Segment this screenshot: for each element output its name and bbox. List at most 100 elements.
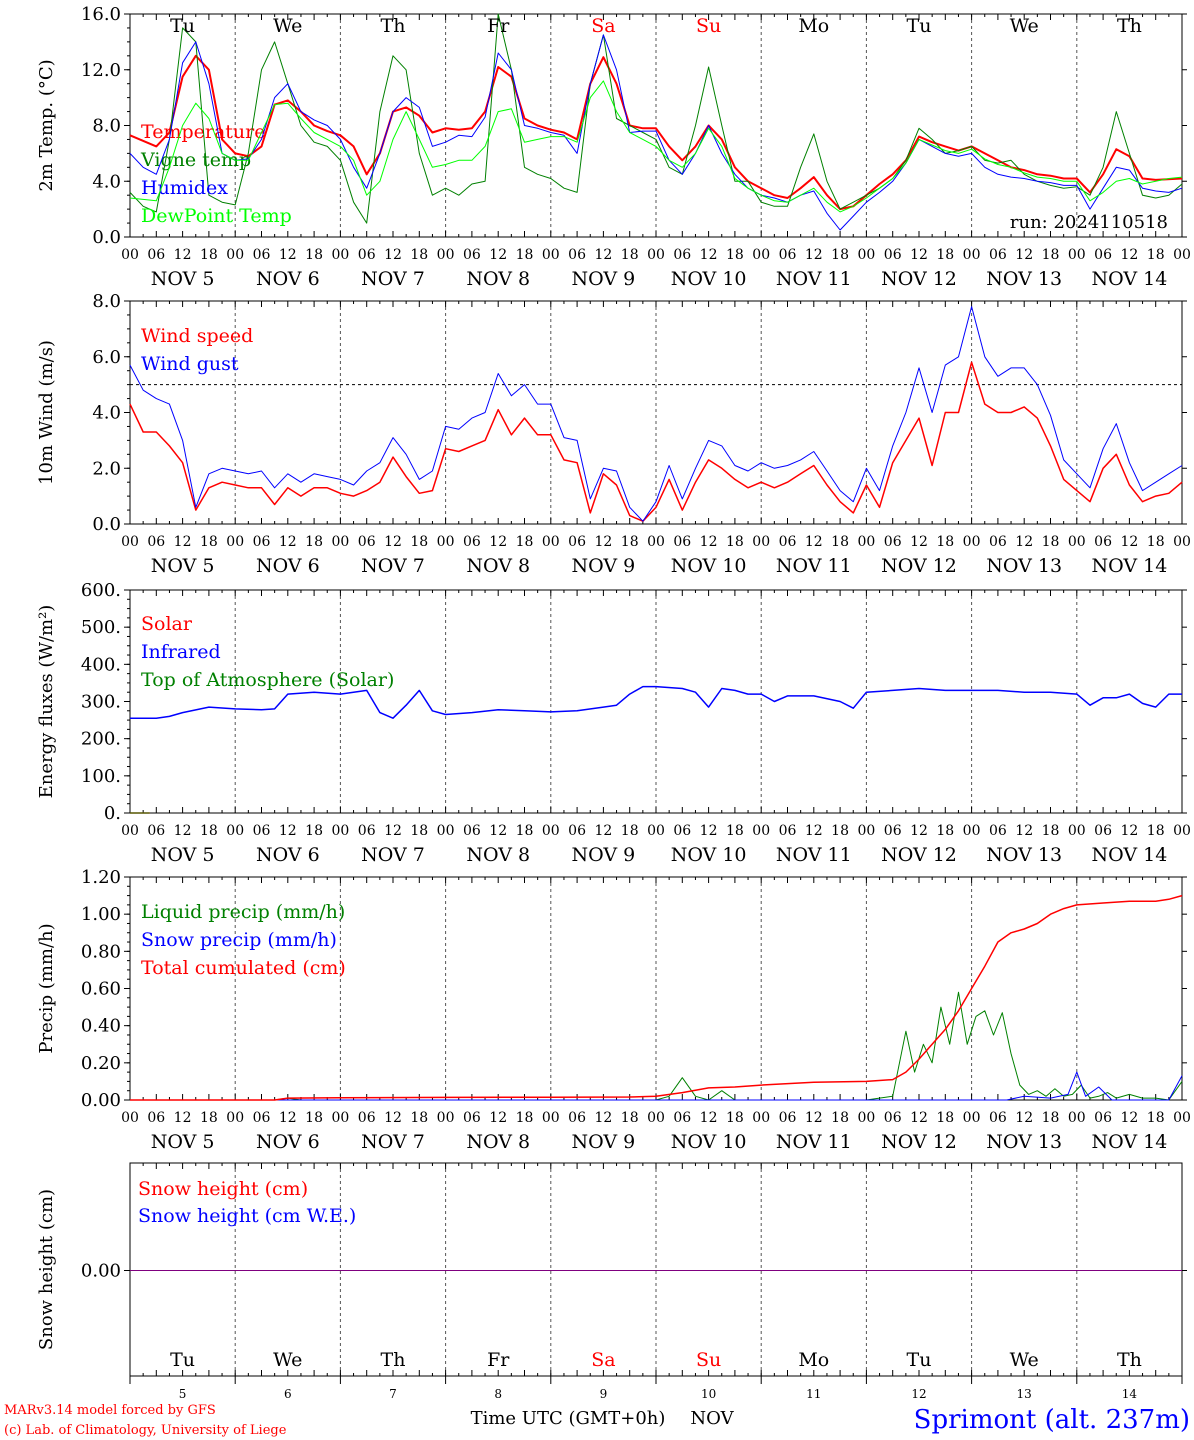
hour-label: 18 bbox=[516, 247, 534, 263]
hour-label: 12 bbox=[1120, 247, 1138, 263]
series-line bbox=[129, 306, 1183, 522]
day-number-label: 9 bbox=[600, 1387, 608, 1401]
day-of-week-label: Fr bbox=[487, 15, 510, 37]
hour-label: 06 bbox=[1094, 247, 1112, 263]
day-of-week-label: We bbox=[1010, 1349, 1039, 1371]
hour-label: 06 bbox=[568, 823, 586, 839]
hour-label: 06 bbox=[989, 247, 1007, 263]
hour-label: 12 bbox=[279, 823, 297, 839]
date-label: NOV 11 bbox=[776, 268, 852, 290]
date-label: NOV 8 bbox=[466, 1131, 530, 1153]
hour-label: 00 bbox=[752, 823, 770, 839]
hour-label: 18 bbox=[1147, 247, 1165, 263]
hour-label: 12 bbox=[700, 1110, 718, 1126]
date-label: NOV 9 bbox=[572, 268, 636, 290]
hour-label: 06 bbox=[147, 823, 165, 839]
hour-label: 06 bbox=[1094, 1110, 1112, 1126]
legend-entry: Total cumulated (cm) bbox=[141, 957, 346, 979]
hour-label: 06 bbox=[989, 534, 1007, 550]
date-label: NOV 6 bbox=[256, 268, 320, 290]
hour-label: 18 bbox=[726, 1110, 744, 1126]
hour-label: 12 bbox=[384, 1110, 402, 1126]
hour-label: 18 bbox=[516, 1110, 534, 1126]
day-number-label: 11 bbox=[806, 1387, 821, 1401]
day-number-label: 7 bbox=[389, 1387, 397, 1401]
day-number-label: 6 bbox=[284, 1387, 292, 1401]
hour-label: 06 bbox=[1094, 823, 1112, 839]
y-tick-label: 400. bbox=[81, 654, 121, 675]
panel-3: 0. 100. 200. 300. 400. 500. 600. Energy fluxes … bbox=[36, 580, 1191, 866]
date-label: NOV 11 bbox=[776, 844, 852, 866]
hour-label: 18 bbox=[936, 1110, 954, 1126]
hour-label: 12 bbox=[594, 1110, 612, 1126]
y-tick-label: 500. bbox=[81, 617, 121, 638]
hour-label: 18 bbox=[726, 823, 744, 839]
date-label: NOV 10 bbox=[671, 1131, 747, 1153]
hour-label: 12 bbox=[805, 534, 823, 550]
hour-label: 06 bbox=[673, 534, 691, 550]
panels: 0.04.08.012.016.02m Temp. (°C) Temperatur… bbox=[36, 4, 1191, 1401]
hour-label: 00 bbox=[121, 534, 139, 550]
hour-label: 06 bbox=[779, 823, 797, 839]
date-label: NOV 9 bbox=[572, 555, 636, 577]
hour-label: 06 bbox=[779, 247, 797, 263]
x-axis-label: Time UTC (GMT+0h) bbox=[471, 1408, 666, 1429]
hour-label: 06 bbox=[253, 534, 271, 550]
y-tick-label: 8.0 bbox=[92, 116, 121, 137]
hour-label: 12 bbox=[700, 247, 718, 263]
hour-label: 00 bbox=[437, 823, 455, 839]
panel-5: 0.00 Snow height (cm) Snow height (cm) Snow… bbox=[36, 1162, 1187, 1401]
day-of-week-label: Fr bbox=[487, 1349, 510, 1371]
hour-label: 06 bbox=[884, 534, 902, 550]
y-tick-label: 0. bbox=[104, 803, 121, 824]
legend-entry: Snow precip (mm/h) bbox=[141, 929, 337, 951]
hour-label: 06 bbox=[358, 1110, 376, 1126]
y-tick-label: 1.20 bbox=[81, 867, 121, 888]
hour-label: 12 bbox=[489, 247, 507, 263]
hour-label: 00 bbox=[1068, 534, 1086, 550]
day-of-week-label: Th bbox=[381, 1349, 406, 1371]
date-label: NOV 7 bbox=[361, 1131, 425, 1153]
hour-label: 00 bbox=[331, 534, 349, 550]
hour-label: 06 bbox=[463, 534, 481, 550]
hour-label: 18 bbox=[1042, 1110, 1060, 1126]
hour-label: 12 bbox=[594, 823, 612, 839]
hour-label: 00 bbox=[647, 823, 665, 839]
hour-label: 18 bbox=[621, 823, 639, 839]
y-axis-label: Precip (mm/h) bbox=[36, 923, 57, 1053]
hour-label: 06 bbox=[568, 1110, 586, 1126]
hour-label: 18 bbox=[936, 823, 954, 839]
hour-label: 00 bbox=[963, 823, 981, 839]
day-of-week-label: We bbox=[273, 1349, 302, 1371]
hour-label: 12 bbox=[489, 823, 507, 839]
date-label: NOV 7 bbox=[361, 555, 425, 577]
series-line bbox=[130, 894, 1183, 1101]
y-tick-label: 6.0 bbox=[92, 347, 121, 368]
hour-label: 06 bbox=[989, 1110, 1007, 1126]
date-label: NOV 7 bbox=[361, 844, 425, 866]
series-line bbox=[130, 685, 1182, 719]
date-label: NOV 8 bbox=[466, 844, 530, 866]
hour-label: 00 bbox=[226, 534, 244, 550]
hour-label: 18 bbox=[1147, 823, 1165, 839]
hour-label: 18 bbox=[621, 534, 639, 550]
series-line bbox=[129, 54, 1183, 211]
run-label: run: 2024110518 bbox=[1010, 212, 1168, 233]
day-of-week-label: We bbox=[1010, 15, 1039, 37]
day-number-label: 13 bbox=[1017, 1387, 1032, 1401]
hour-label: 06 bbox=[147, 247, 165, 263]
day-of-week-label: Tu bbox=[907, 15, 932, 37]
hour-label: 06 bbox=[358, 534, 376, 550]
date-label: NOV 5 bbox=[151, 268, 215, 290]
hour-label: 12 bbox=[174, 823, 192, 839]
hour-label: 12 bbox=[174, 534, 192, 550]
date-label: NOV 8 bbox=[466, 268, 530, 290]
hour-label: 06 bbox=[673, 247, 691, 263]
y-axis-label: Energy fluxes (W/m²) bbox=[36, 605, 57, 799]
y-tick-label: 2.0 bbox=[92, 458, 121, 479]
hour-label: 12 bbox=[910, 247, 928, 263]
hour-label: 18 bbox=[726, 247, 744, 263]
hour-label: 18 bbox=[200, 823, 218, 839]
hour-label: 18 bbox=[410, 1110, 428, 1126]
